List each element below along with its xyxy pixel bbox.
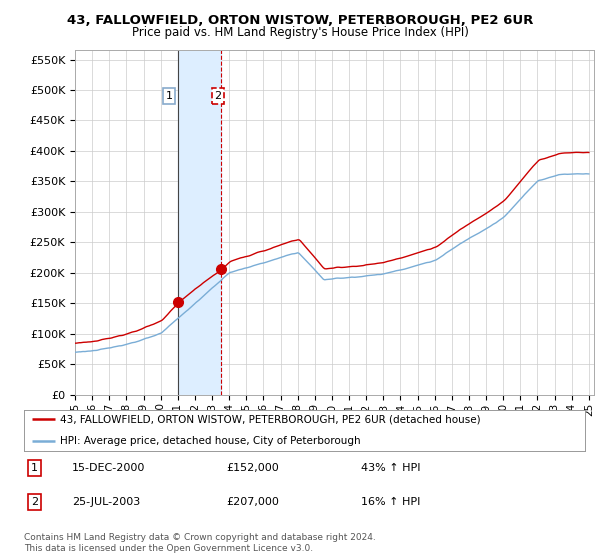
Text: 25-JUL-2003: 25-JUL-2003 [71,497,140,507]
Text: Contains HM Land Registry data © Crown copyright and database right 2024.
This d: Contains HM Land Registry data © Crown c… [24,533,376,553]
Text: 43, FALLOWFIELD, ORTON WISTOW, PETERBOROUGH, PE2 6UR (detached house): 43, FALLOWFIELD, ORTON WISTOW, PETERBORO… [61,414,481,424]
Text: 1: 1 [166,91,173,101]
Bar [178,50,221,395]
Text: £152,000: £152,000 [226,463,279,473]
Text: 2: 2 [214,91,221,101]
Text: 16% ↑ HPI: 16% ↑ HPI [361,497,420,507]
Text: 2: 2 [31,497,38,507]
Text: 1: 1 [31,463,38,473]
Text: 15-DEC-2000: 15-DEC-2000 [71,463,145,473]
Text: HPI: Average price, detached house, City of Peterborough: HPI: Average price, detached house, City… [61,436,361,446]
Text: Price paid vs. HM Land Registry's House Price Index (HPI): Price paid vs. HM Land Registry's House … [131,26,469,39]
Text: 43, FALLOWFIELD, ORTON WISTOW, PETERBOROUGH, PE2 6UR: 43, FALLOWFIELD, ORTON WISTOW, PETERBORO… [67,14,533,27]
Text: £207,000: £207,000 [226,497,279,507]
Text: 43% ↑ HPI: 43% ↑ HPI [361,463,420,473]
